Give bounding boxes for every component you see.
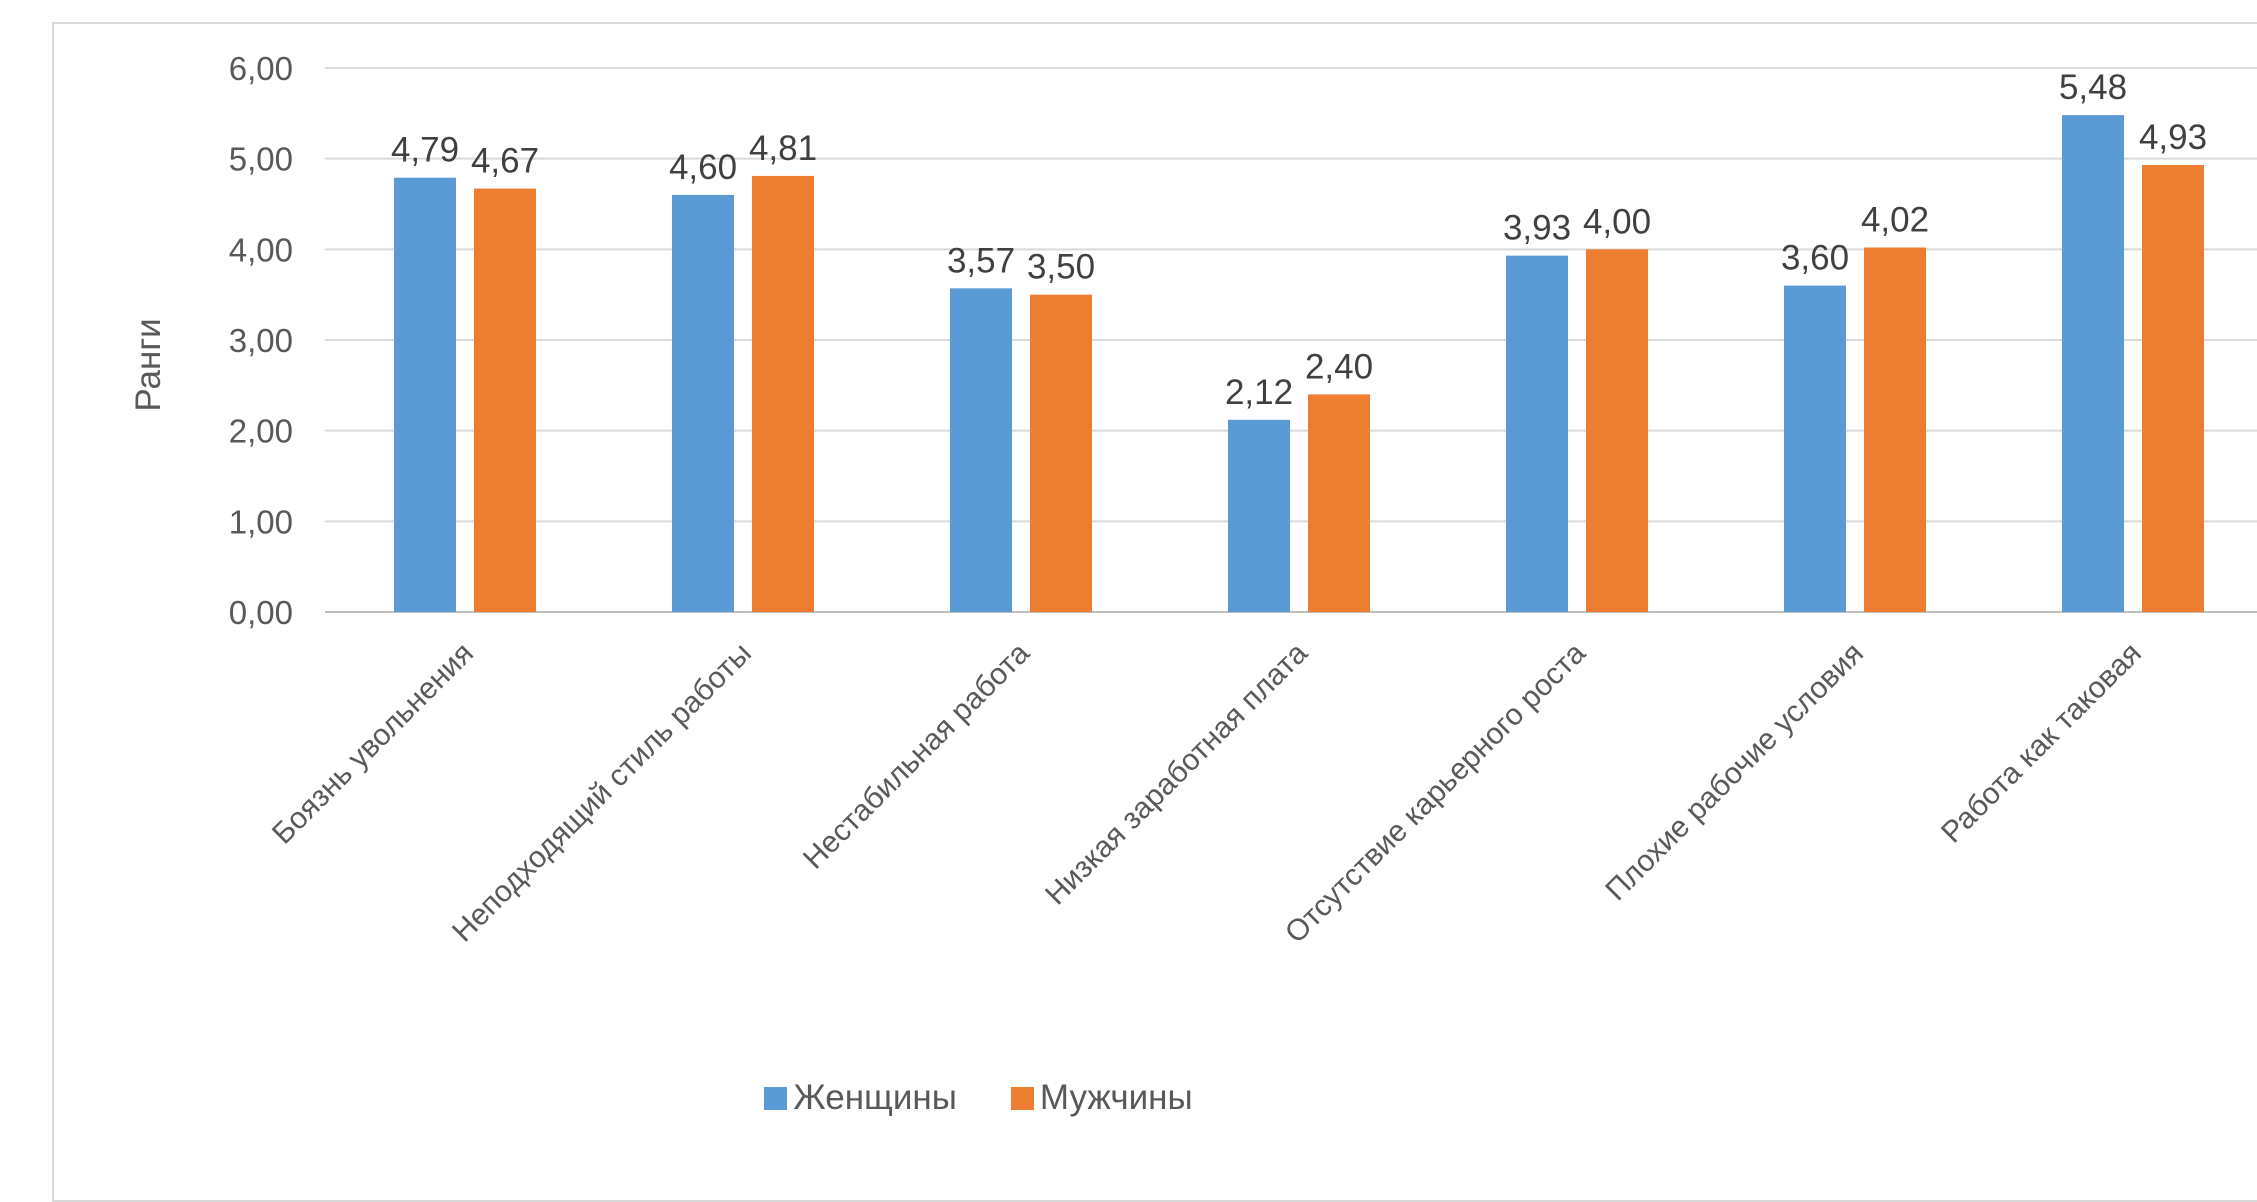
bar-men (752, 175, 814, 613)
data-label: 3,50 (1027, 248, 1095, 287)
bar-men (1864, 247, 1926, 612)
x-category-label: Неподходящий стиль работы (446, 637, 758, 949)
data-labels: 4,79 4,67 4,60 4,81 3,57 3,50 2,12 2,40 3,93 4,00… (391, 68, 2207, 412)
x-category-label: Плохие рабочие условия (1599, 637, 1870, 908)
data-label: 2,12 (1225, 373, 1293, 412)
data-label: 4,67 (471, 142, 539, 181)
bar-men (1586, 249, 1648, 613)
y-tick-label: 1,00 (229, 503, 293, 540)
y-tick-label: 4,00 (229, 231, 293, 268)
y-tick-label: 3,00 (229, 322, 293, 359)
data-label: 5,48 (2059, 68, 2127, 107)
data-label: 3,60 (1781, 239, 1849, 278)
y-tick-label: 5,00 (229, 141, 293, 178)
bar-men (1308, 394, 1370, 612)
bar-women (2062, 115, 2124, 612)
data-label: 4,60 (669, 148, 737, 187)
y-tick-label: 2,00 (229, 413, 293, 450)
bar-women (1228, 419, 1290, 612)
y-tick-label: 0,00 (229, 594, 293, 631)
bar-women (672, 194, 734, 612)
bar-chart: 0,00 1,00 2,00 3,00 4,00 5,00 6,00 4,79 4,67 4,6… (129, 50, 2257, 950)
legend-label-men: Мужчины (1039, 1078, 1193, 1117)
data-label: 4,02 (1861, 201, 1929, 240)
x-category-label: Боязнь увольнения (266, 637, 480, 851)
x-category-label: Нестабильная работа (797, 636, 1036, 875)
bar-men (474, 188, 536, 612)
gridlines (325, 67, 2257, 613)
data-label: 4,81 (749, 129, 817, 168)
bar-women (394, 177, 456, 612)
y-axis-ticks: 0,00 1,00 2,00 3,00 4,00 5,00 6,00 (229, 50, 293, 631)
legend-swatch-women (764, 1086, 788, 1110)
legend-label-women: Женщины (793, 1078, 957, 1117)
legend-item-women: Женщины (764, 1078, 957, 1118)
bar-women (1784, 285, 1846, 612)
legend-item-men: Мужчины (1010, 1078, 1193, 1118)
data-label: 3,93 (1503, 209, 1571, 248)
bar-men (2142, 165, 2204, 612)
data-label: 3,57 (947, 241, 1015, 280)
bar-women (1506, 255, 1568, 612)
data-label: 4,93 (2139, 118, 2207, 157)
y-axis-title: Ранги (129, 318, 168, 411)
y-tick-label: 6,00 (229, 50, 293, 87)
data-label: 2,40 (1305, 347, 1373, 386)
legend: Женщины Мужчины (0, 1078, 2257, 1118)
data-label: 4,79 (391, 131, 459, 170)
legend-swatch-men (1010, 1086, 1034, 1110)
bar-women (950, 288, 1012, 612)
bars (394, 115, 2204, 613)
x-category-label: Работа как таковая (1935, 637, 2148, 850)
x-category-label: Отсутствие карьерного роста (1279, 636, 1592, 949)
bar-men (1030, 294, 1092, 612)
x-category-label: Низкая заработная плата (1039, 636, 1314, 911)
data-label: 4,00 (1583, 202, 1651, 241)
